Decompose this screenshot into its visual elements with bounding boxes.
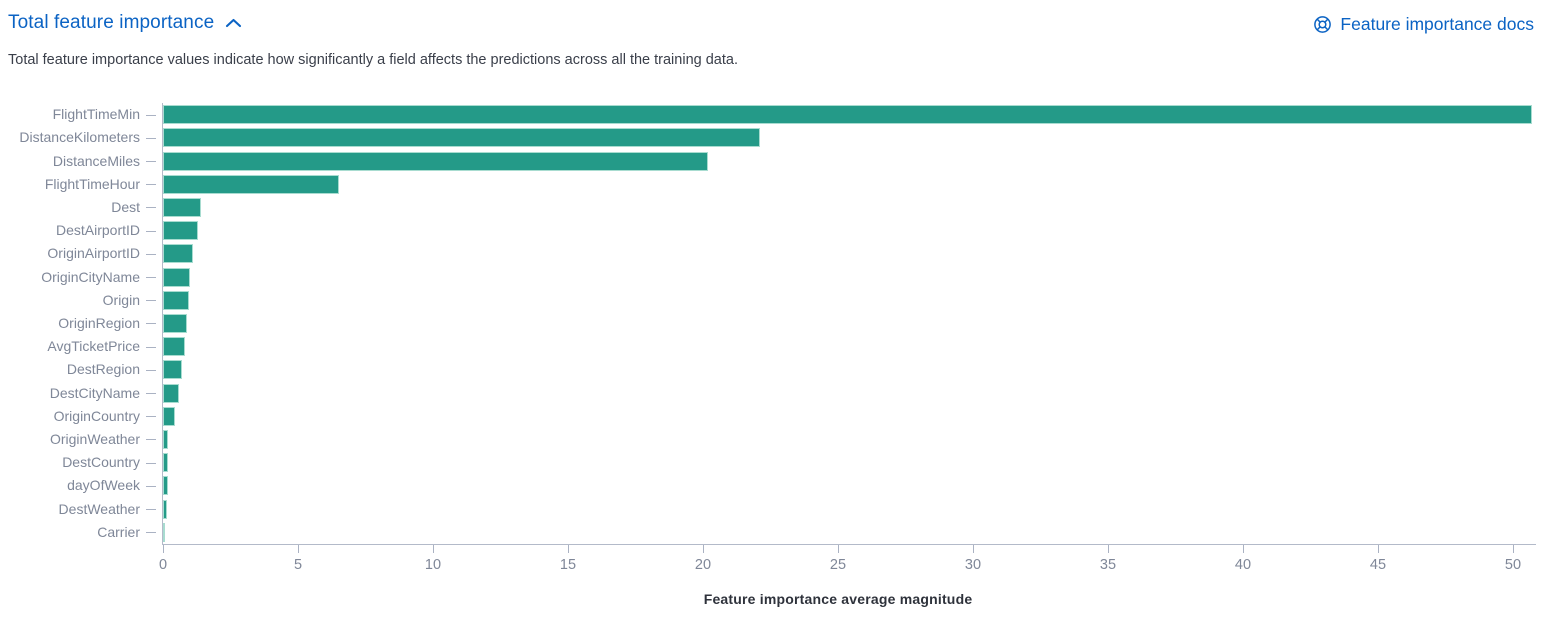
bar	[163, 197, 201, 217]
x-axis-tick-label: 15	[559, 556, 577, 573]
category-tick	[146, 207, 156, 209]
category-tick	[146, 485, 156, 487]
category-label: OriginCountry	[53, 407, 140, 424]
x-axis-tick	[838, 544, 839, 553]
bar	[163, 522, 165, 542]
x-axis-tick-label: 5	[293, 556, 303, 573]
bar	[163, 267, 190, 287]
x-axis-tick	[298, 544, 299, 553]
bar	[163, 128, 760, 148]
category-tick	[146, 300, 156, 302]
docs-link-label: Feature importance docs	[1340, 14, 1534, 34]
category-label: DestCountry	[62, 454, 140, 471]
x-axis-tick-label: 35	[1099, 556, 1117, 573]
category-tick	[146, 532, 156, 534]
panel-description: Total feature importance values indicate…	[8, 52, 738, 68]
help-ring-icon	[1313, 15, 1332, 34]
x-axis-tick-label: 40	[1234, 556, 1252, 573]
x-axis-tick-label: 30	[964, 556, 982, 573]
bar	[163, 174, 339, 194]
panel-title: Total feature importance	[8, 12, 215, 33]
bar	[163, 429, 169, 449]
x-axis-tick	[703, 544, 704, 553]
category-label: FlightTimeHour	[44, 175, 140, 192]
bar	[163, 290, 189, 310]
bar	[163, 105, 1532, 125]
category-tick	[146, 230, 156, 232]
x-axis-tick-label: 50	[1504, 556, 1522, 573]
x-axis-tick	[1108, 544, 1109, 553]
x-axis-tick	[1513, 544, 1514, 553]
category-tick	[146, 277, 156, 278]
category-tick	[146, 323, 156, 325]
bar	[163, 337, 185, 357]
category-label: DestCityName	[49, 384, 140, 401]
bar	[163, 244, 193, 264]
category-label: Origin	[102, 291, 140, 308]
bar	[163, 499, 168, 519]
category-label: OriginAirportID	[47, 245, 140, 262]
category-tick	[146, 462, 156, 464]
category-tick	[146, 369, 156, 371]
category-tick	[146, 253, 156, 255]
category-tick	[146, 184, 156, 186]
x-axis-tick	[1378, 544, 1379, 553]
bar	[163, 360, 182, 380]
x-axis-line	[162, 543, 1536, 545]
y-axis-line	[162, 103, 163, 544]
bar	[163, 313, 188, 333]
bar	[163, 221, 199, 241]
category-label: Dest	[111, 198, 140, 215]
x-axis-tick	[568, 544, 569, 553]
category-label: OriginRegion	[58, 314, 140, 331]
x-axis-tick	[973, 544, 974, 553]
bar	[163, 383, 180, 403]
category-label: DestRegion	[66, 361, 140, 378]
category-label: DistanceKilometers	[19, 129, 140, 146]
category-label: dayOfWeek	[67, 477, 140, 494]
bar	[163, 406, 176, 426]
category-tick	[146, 346, 156, 348]
x-axis-tick	[433, 544, 434, 553]
bar	[163, 151, 709, 171]
category-label: FlightTimeMin	[52, 106, 140, 123]
x-axis-tick-label: 0	[158, 556, 168, 573]
category-label: DestWeather	[58, 500, 140, 517]
category-tick	[146, 114, 156, 116]
bar	[163, 476, 169, 496]
category-tick	[146, 161, 156, 162]
bar	[163, 453, 168, 473]
total-feature-importance-toggle[interactable]: Total feature importance	[8, 12, 242, 34]
category-tick	[146, 393, 156, 394]
x-axis-tick	[1243, 544, 1244, 553]
feature-importance-docs-link[interactable]: Feature importance docs	[1313, 14, 1534, 35]
category-label: OriginWeather	[49, 430, 140, 447]
x-axis-tick-label: 20	[694, 556, 712, 573]
category-tick	[146, 416, 156, 418]
category-label: AvgTicketPrice	[47, 338, 140, 355]
category-tick	[146, 509, 156, 510]
x-axis-tick-label: 10	[424, 556, 442, 573]
category-label: DistanceMiles	[52, 152, 140, 169]
category-label: DestAirportID	[55, 222, 140, 239]
category-tick	[146, 137, 156, 139]
category-label: OriginCityName	[41, 268, 140, 285]
category-tick	[146, 439, 156, 441]
chevron-up-icon	[225, 17, 242, 29]
x-axis-tick-label: 45	[1369, 556, 1387, 573]
x-axis-title: Feature importance average magnitude	[703, 590, 973, 607]
x-axis-tick	[163, 544, 164, 553]
x-axis-tick-label: 25	[829, 556, 847, 573]
category-label: Carrier	[97, 523, 140, 540]
